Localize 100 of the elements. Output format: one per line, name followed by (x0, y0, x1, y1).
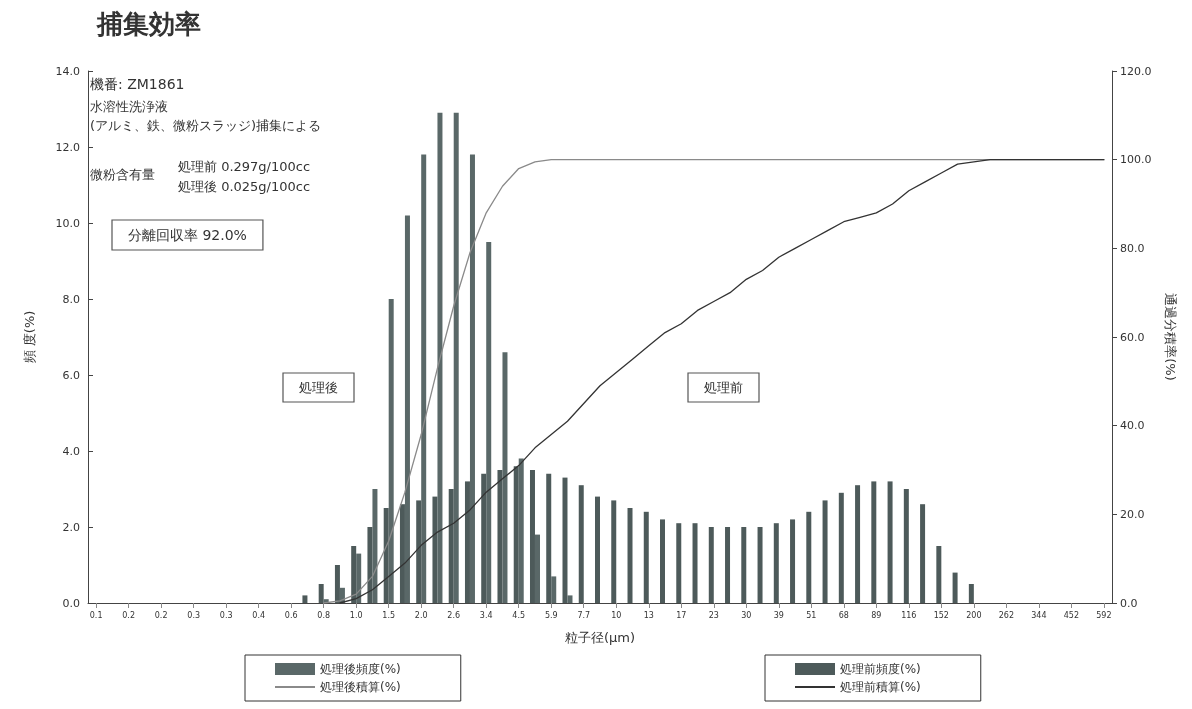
legend-label: 処理後積算(%) (320, 680, 401, 694)
bar (367, 527, 373, 603)
y2-tick-label: 60.0 (1120, 330, 1145, 344)
annotation: 微粉含有量 (90, 167, 155, 182)
x-tick-label: 3.4 (479, 610, 493, 620)
bar (562, 477, 568, 603)
bar (920, 504, 926, 603)
annotation: 処理前 0.297g/100cc (178, 159, 311, 174)
annotation: 処理後 0.025g/100cc (178, 179, 311, 194)
x-tick-label: 4.5 (512, 610, 526, 620)
x-tick-label: 452 (1063, 610, 1080, 620)
x-tick-label: 116 (901, 610, 917, 620)
bar (437, 112, 443, 603)
bar (757, 527, 763, 603)
x-tick-label: 89 (871, 610, 882, 620)
bar (404, 215, 410, 603)
y-tick-label: 0.0 (62, 596, 80, 610)
x-tick-label: 0.3 (219, 610, 233, 620)
x-tick-label: 13 (643, 610, 654, 620)
bar (351, 546, 357, 603)
bar (372, 489, 378, 603)
bar (399, 504, 405, 603)
y-tick-label: 14.0 (55, 64, 80, 78)
x-tick-label: 0.2 (154, 610, 168, 620)
bar (356, 553, 362, 603)
chart-title: 捕集効率 (96, 9, 201, 39)
y-tick-label: 6.0 (62, 368, 80, 382)
bar (822, 500, 828, 603)
x-tick-label: 23 (708, 610, 719, 620)
bar (318, 584, 324, 603)
bar (838, 492, 844, 603)
bar (627, 508, 633, 603)
y2-tick-label: 100.0 (1120, 153, 1152, 167)
bar (692, 523, 698, 603)
annotation: 水溶性洗浄液 (90, 99, 168, 114)
bar (302, 595, 308, 603)
y2-tick-label: 120.0 (1120, 64, 1152, 78)
bar (741, 527, 747, 603)
x-tick-label: 1.0 (349, 610, 363, 620)
bar (725, 527, 731, 603)
bar (469, 154, 475, 603)
bar (660, 519, 666, 603)
bar (448, 489, 454, 603)
x-tick-label: 0.4 (252, 610, 266, 620)
bar (968, 584, 974, 603)
x-tick-label: 592 (1096, 610, 1112, 620)
x-tick-label: 344 (1031, 610, 1047, 620)
bar (676, 523, 682, 603)
x-tick-label: 0.1 (89, 610, 103, 620)
x-tick-label: 30 (741, 610, 752, 620)
bar (855, 485, 861, 603)
x-tick-label: 0.8 (317, 610, 331, 620)
legend-label: 処理前積算(%) (840, 680, 921, 694)
bar (611, 500, 617, 603)
annotation: 処理後 (299, 380, 338, 395)
y-tick-label: 2.0 (62, 520, 80, 534)
x-tick-label: 1.5 (382, 610, 396, 620)
bar (513, 466, 519, 603)
bar (502, 352, 508, 603)
y-tick-label: 12.0 (55, 140, 80, 154)
x-tick-label: 17 (676, 610, 687, 620)
bar (334, 565, 340, 603)
bar (518, 458, 524, 603)
y-tick-label: 8.0 (62, 292, 80, 306)
x-tick-label: 0.3 (187, 610, 201, 620)
bar (887, 481, 893, 603)
annotation: 分離回収率 92.0% (128, 227, 247, 243)
bar (421, 154, 427, 603)
bar (534, 534, 540, 603)
bar (416, 500, 422, 603)
y2-tick-label: 0.0 (1120, 596, 1138, 610)
bar (578, 485, 584, 603)
x-tick-label: 68 (838, 610, 849, 620)
annotation: (アルミ、鉄、微粉スラッジ)捕集による (90, 118, 322, 133)
annotation: 機番: ZM1861 (90, 76, 185, 92)
bar (529, 470, 535, 603)
bar (595, 496, 600, 603)
y2-tick-label: 40.0 (1120, 419, 1145, 433)
bar (952, 572, 958, 603)
x-tick-label: 0.2 (122, 610, 135, 620)
legend-label: 処理前頻度(%) (840, 662, 921, 676)
x-tick-label: 200 (966, 610, 982, 620)
x-tick-label: 2.0 (414, 610, 428, 620)
y-tick-label: 10.0 (55, 216, 80, 230)
x-tick-label: 262 (998, 610, 1014, 620)
bar (464, 481, 470, 603)
bar (773, 523, 779, 603)
y-axis-title: 頻 度(%) (22, 310, 37, 364)
bar (708, 527, 714, 603)
y2-axis-title: 通過分積率(%) (1163, 293, 1178, 381)
y2-tick-label: 20.0 (1120, 507, 1145, 521)
x-tick-label: 0.6 (284, 610, 298, 620)
bar (806, 511, 812, 603)
x-axis-title: 粒子径(μm) (564, 630, 636, 645)
bar (936, 546, 942, 603)
bar (453, 112, 459, 603)
bar (383, 508, 389, 603)
bar (546, 473, 552, 603)
bar (388, 299, 394, 603)
bar (432, 496, 438, 603)
